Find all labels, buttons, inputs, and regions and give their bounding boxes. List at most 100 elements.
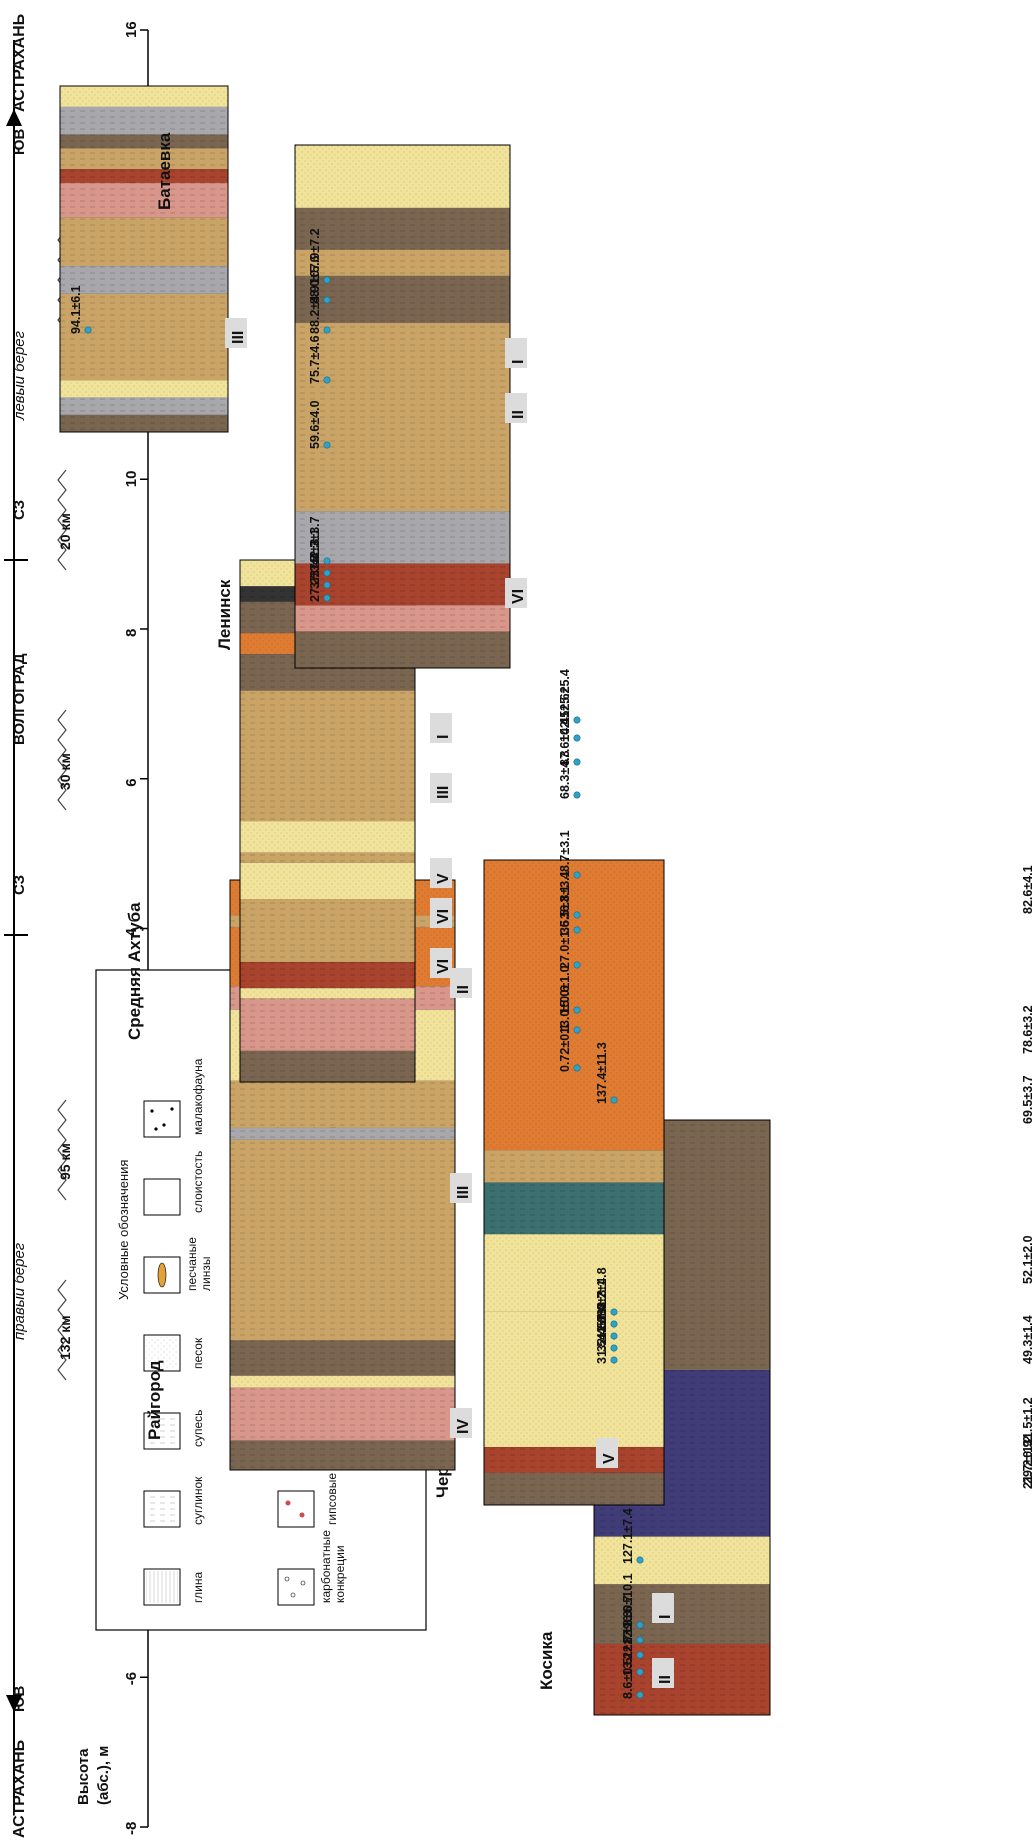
astrakhan-right: АСТРАХАНЬ bbox=[11, 14, 28, 112]
axis-tick-label: 6 bbox=[123, 778, 140, 786]
osl-age-label: 22.7±1.3 bbox=[621, 1610, 635, 1659]
volgograd-label: ВОЛГОГРАД bbox=[11, 653, 28, 745]
osl-age-label: 82.8±6.7 bbox=[621, 1595, 635, 1644]
stage-box bbox=[505, 338, 527, 368]
osl-age-label: 59.6±4.0 bbox=[308, 400, 322, 449]
direction-bar: АСТРАХАНЬ АСТРАХАНЬ ЮВ ЮВ СЗ СЗ ВОЛГОГРА… bbox=[4, 14, 73, 1838]
stage-label: III bbox=[435, 786, 452, 799]
legend-swatch bbox=[143, 1178, 181, 1216]
osl-age-label: 107.9±7.2 bbox=[308, 228, 322, 284]
osl-dot-icon bbox=[573, 911, 581, 919]
osl-age-label: 82.6±4.1 bbox=[1021, 865, 1032, 914]
stage-label: IV bbox=[455, 1419, 472, 1434]
stage-label: III bbox=[230, 331, 247, 344]
osl-age-label: 35.5±3.1 bbox=[558, 885, 572, 934]
osl-dot-icon bbox=[573, 1064, 581, 1072]
osl-age-label: 37.3±2.7 bbox=[308, 540, 322, 589]
legend-label: линзы bbox=[199, 1257, 213, 1291]
osl-age-label: 13.1±1.1 bbox=[621, 1627, 635, 1676]
osl-age-label: 94.1±6.1 bbox=[69, 285, 83, 334]
sections: Косика 8.6±0.513.1±1.122.7±1.382.8±6.790.… bbox=[59, 85, 1032, 1716]
osl-age-label: 31.5±2.1 bbox=[595, 1315, 609, 1364]
stage-label: II bbox=[510, 410, 527, 419]
legend-label: слоистость bbox=[191, 1151, 205, 1213]
osl-dot-icon bbox=[84, 326, 92, 334]
legend-label: конкреции bbox=[333, 1545, 347, 1603]
axis-tick-label: 8 bbox=[123, 629, 140, 637]
stage-box bbox=[450, 1173, 472, 1203]
arrow-down-icon bbox=[6, 1695, 22, 1712]
osl-dot-icon bbox=[323, 441, 331, 449]
osl-age-label: 27.0±1.6 bbox=[558, 920, 572, 969]
nw-label-1: СЗ bbox=[11, 875, 28, 895]
osl-dot-icon bbox=[610, 1308, 618, 1316]
osl-age-label: 21.7±0.9 bbox=[1021, 1440, 1032, 1489]
se-right: ЮВ bbox=[11, 129, 28, 155]
axis-tick-label: 4 bbox=[123, 928, 140, 937]
stage-label: V bbox=[601, 1453, 618, 1464]
axis-title-line2: (абс.), м bbox=[95, 1746, 112, 1805]
stage-label: V bbox=[435, 873, 452, 884]
osl-age-label: 13.0±0.6 bbox=[558, 985, 572, 1034]
stage-box bbox=[596, 1438, 618, 1468]
stage-label: VI bbox=[510, 589, 527, 604]
osl-age-label: 37.4±3.1 bbox=[308, 528, 322, 577]
osl-dot-icon bbox=[610, 1344, 618, 1352]
legend-swatch bbox=[143, 1100, 181, 1138]
stage-box bbox=[430, 858, 452, 888]
osl-dot-icon bbox=[323, 581, 331, 589]
section-2: Черный Яр31.5±2.132.4±2.043.8±2.257.0±3.… bbox=[433, 859, 665, 1506]
osl-dot-icon bbox=[573, 758, 581, 766]
legend-label: глина bbox=[191, 1572, 205, 1603]
section-name: Косика bbox=[537, 1631, 556, 1690]
osl-age-label: 32.4±2.0 bbox=[595, 1303, 609, 1352]
osl-dot-icon bbox=[323, 594, 331, 602]
osl-age-label: 102.5±5.2 bbox=[558, 686, 572, 742]
axis-tick-label: -6 bbox=[123, 1672, 140, 1685]
axis-tick-label: 10 bbox=[123, 471, 140, 488]
distance-squiggle bbox=[57, 1279, 67, 1381]
osl-dot-icon bbox=[573, 961, 581, 969]
osl-dot-icon bbox=[573, 716, 581, 724]
section-name: Батаевка bbox=[155, 132, 174, 210]
osl-dot-icon bbox=[636, 1668, 644, 1676]
osl-age-label: 90.0±10.1 bbox=[621, 1573, 635, 1629]
legend-label: песчаные bbox=[185, 1237, 199, 1291]
legend-label: супесь bbox=[191, 1410, 205, 1447]
stage-label: II bbox=[455, 985, 472, 994]
stage-box bbox=[450, 1408, 472, 1438]
stage-label: I bbox=[435, 735, 452, 739]
stage-box bbox=[430, 898, 452, 928]
osl-age-label: 42.3±3.7 bbox=[308, 516, 322, 565]
stage-label: II bbox=[657, 1675, 674, 1684]
osl-age-label: 68.3±4.3 bbox=[558, 750, 572, 799]
osl-age-label: 88.2±4.9 bbox=[308, 285, 322, 334]
legend-label: карбонатные bbox=[319, 1530, 333, 1603]
osl-age-label: 78.6±3.2 bbox=[1021, 1005, 1032, 1054]
osl-dot-icon bbox=[573, 871, 581, 879]
osl-dot-icon bbox=[573, 1006, 581, 1014]
legend-swatch bbox=[277, 1490, 315, 1528]
stage-box bbox=[505, 393, 527, 423]
osl-dot-icon bbox=[323, 376, 331, 384]
osl-age-label: 57.0±3.1 bbox=[595, 1279, 609, 1328]
osl-age-label: 127.1±7.4 bbox=[621, 1508, 635, 1564]
legend-label: песок bbox=[191, 1337, 205, 1369]
stage-label: I bbox=[657, 1615, 674, 1619]
osl-dot-icon bbox=[573, 926, 581, 934]
osl-dot-icon bbox=[323, 569, 331, 577]
stage-box bbox=[652, 1593, 674, 1623]
distance-label: 132 км bbox=[57, 1315, 73, 1360]
stage-box bbox=[430, 948, 452, 978]
nw-label-2: СЗ bbox=[11, 500, 28, 520]
legend-title: Условные обозначения bbox=[116, 1160, 131, 1300]
section-column bbox=[59, 85, 229, 433]
distance-squiggle bbox=[57, 709, 67, 811]
stage-label: VI bbox=[435, 959, 452, 974]
osl-dot-icon bbox=[610, 1332, 618, 1340]
bank-left-label: левый берег bbox=[11, 330, 28, 421]
stage-label: VI bbox=[435, 909, 452, 924]
osl-age-label: 69.5±3.7 bbox=[1021, 1075, 1032, 1124]
axis-title-line1: Высота bbox=[75, 1748, 92, 1805]
stage-box bbox=[430, 713, 452, 743]
